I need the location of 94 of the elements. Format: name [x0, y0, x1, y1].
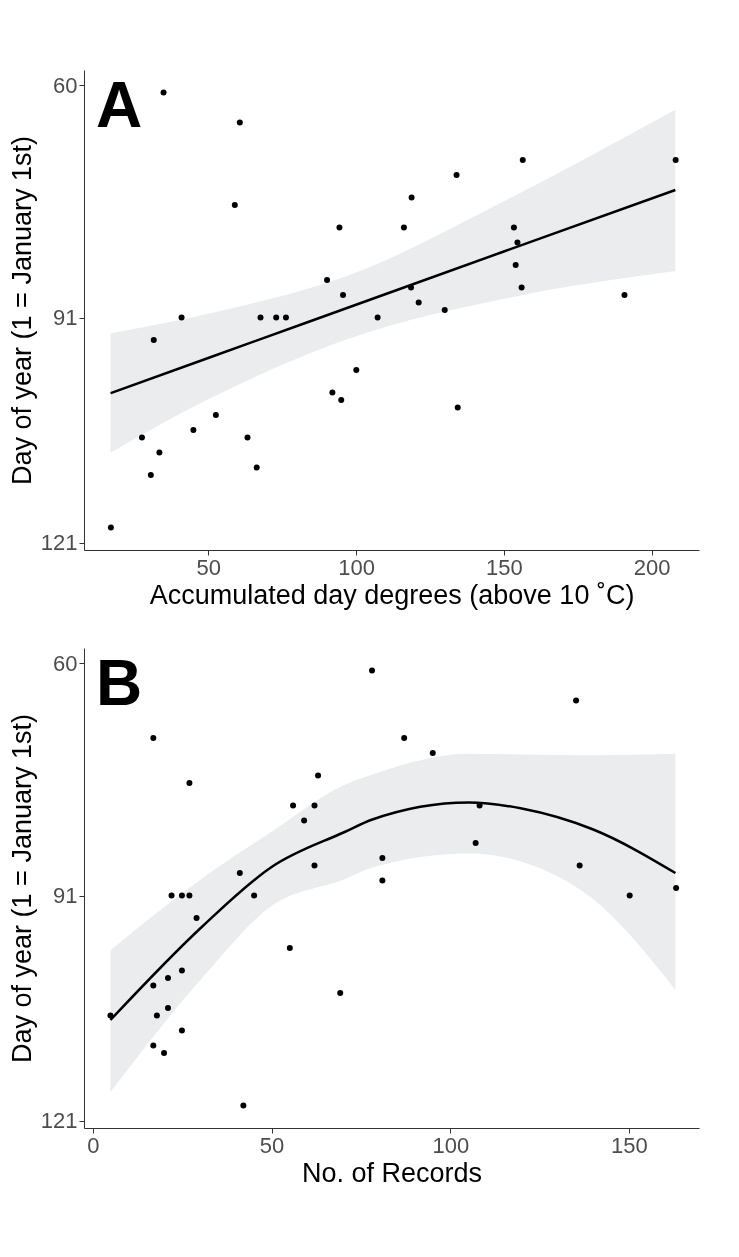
- point: [369, 667, 376, 674]
- point: [160, 89, 167, 96]
- point: [186, 892, 193, 899]
- point: [282, 314, 289, 321]
- point: [251, 892, 258, 899]
- point: [236, 870, 243, 876]
- line-series: [109, 188, 677, 395]
- y-axis-title: Day of year (1 = January 1st): [6, 714, 37, 1063]
- point: [150, 982, 157, 989]
- y-axis-title: Day of year (1 = January 1st): [6, 136, 37, 485]
- point: [178, 892, 185, 899]
- point: [472, 840, 479, 846]
- x-tick-label: 100: [432, 1132, 470, 1158]
- point: [236, 119, 243, 126]
- point: [519, 157, 526, 163]
- point: [147, 472, 154, 478]
- point: [150, 1042, 157, 1049]
- point: [415, 299, 422, 306]
- point: [512, 262, 519, 268]
- point: [336, 224, 343, 231]
- line-series: [109, 801, 677, 1022]
- point: [379, 877, 386, 884]
- point: [337, 990, 344, 996]
- x-tick-label: 150: [611, 1132, 648, 1158]
- point: [212, 412, 219, 418]
- point: [190, 427, 197, 433]
- point: [257, 314, 264, 321]
- x-axis-title: Accumulated day degrees (above 10 ˚C): [149, 579, 635, 610]
- chart-title: A: [96, 69, 143, 141]
- point: [514, 239, 521, 246]
- point: [510, 224, 517, 231]
- point: [454, 404, 461, 411]
- x-tick-label: 50: [196, 554, 221, 580]
- point: [626, 892, 633, 899]
- point: [193, 915, 200, 921]
- y-tick-label: 121: [40, 530, 78, 555]
- point: [379, 855, 386, 861]
- point: [400, 224, 407, 231]
- point: [408, 284, 415, 291]
- point: [186, 780, 193, 786]
- point: [672, 157, 679, 163]
- point: [273, 314, 280, 321]
- chart-title: B: [96, 647, 143, 719]
- point: [311, 862, 318, 869]
- point: [150, 735, 157, 741]
- point: [178, 314, 185, 321]
- point: [290, 802, 297, 809]
- x-axis-title: No. of Records: [301, 1157, 483, 1188]
- point: [168, 892, 175, 899]
- point: [240, 1102, 247, 1109]
- point: [178, 967, 185, 974]
- point: [338, 397, 345, 403]
- x-tick-label: 0: [87, 1132, 100, 1158]
- point: [231, 202, 238, 208]
- point: [673, 885, 680, 891]
- point: [178, 1027, 185, 1034]
- point: [374, 314, 381, 321]
- point: [164, 975, 171, 981]
- point: [329, 389, 336, 396]
- point: [576, 862, 583, 869]
- point: [441, 307, 448, 313]
- point: [161, 1050, 168, 1056]
- point: [518, 284, 525, 291]
- point: [324, 277, 331, 283]
- point: [153, 1012, 160, 1019]
- point: [138, 434, 145, 441]
- point: [315, 772, 322, 779]
- point: [621, 292, 628, 298]
- point: [340, 292, 347, 298]
- point: [156, 449, 163, 456]
- x-tick-label: 150: [486, 554, 523, 580]
- y-tick-label: 91: [53, 305, 78, 330]
- y-tick-label: 121: [40, 1108, 78, 1133]
- point: [150, 337, 157, 343]
- y-tick-label: 60: [53, 650, 78, 676]
- y-tick-label: 91: [53, 883, 78, 908]
- x-tick-label: 100: [338, 554, 375, 580]
- point: [107, 1012, 114, 1019]
- point: [408, 194, 415, 201]
- point: [401, 735, 408, 741]
- point: [353, 367, 360, 373]
- point: [453, 172, 460, 178]
- point: [311, 802, 318, 809]
- x-tick-label: 200: [633, 554, 671, 580]
- point: [253, 464, 260, 471]
- point: [286, 945, 293, 951]
- point: [244, 434, 251, 441]
- point: [573, 697, 580, 704]
- point: [429, 750, 436, 756]
- point: [164, 1005, 171, 1011]
- y-tick-label: 60: [53, 72, 78, 98]
- x-tick-label: 50: [259, 1132, 285, 1158]
- point: [107, 524, 114, 531]
- point: [301, 817, 308, 824]
